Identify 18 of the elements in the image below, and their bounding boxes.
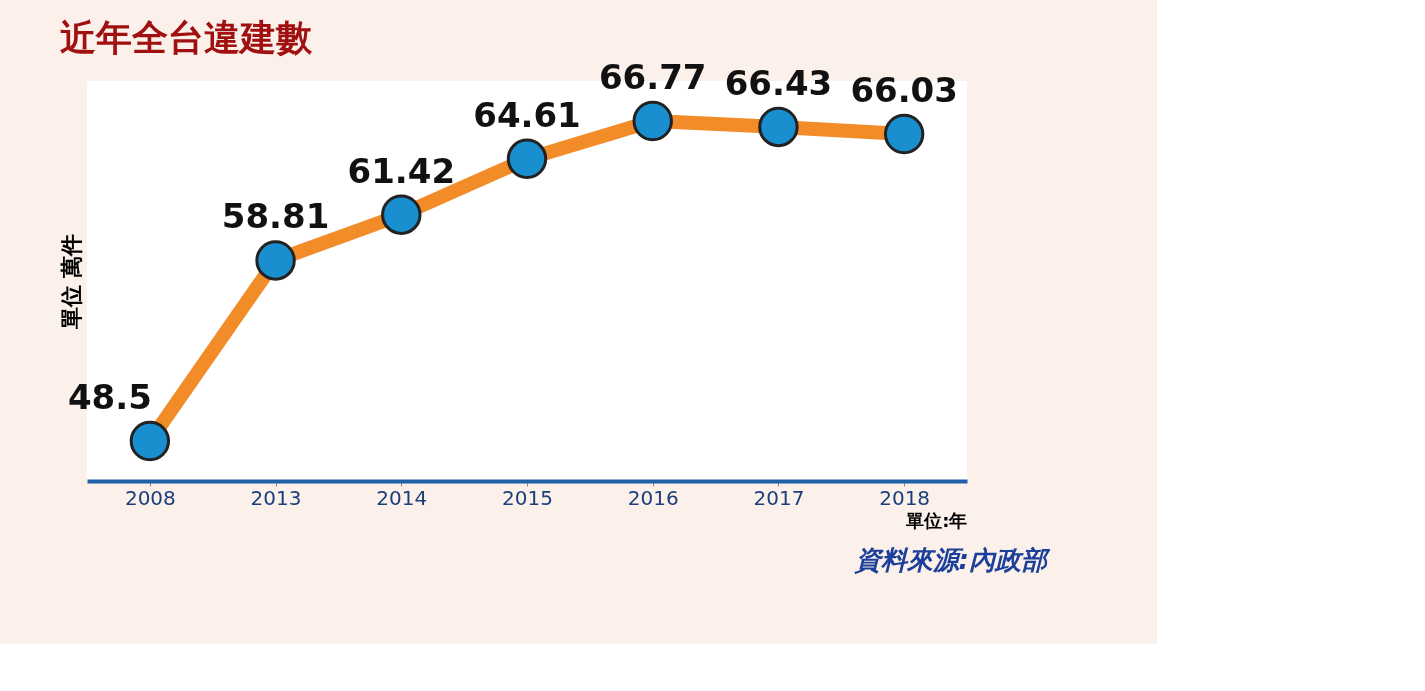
data-label: 58.81 [221,196,330,237]
x-tick-label: 2018 [879,485,931,510]
x-tick-label: 2014 [376,485,428,510]
source-note: 資料來源:內政部 [853,545,1051,575]
x-tick-label: 2017 [753,485,805,510]
data-label: 61.42 [347,150,456,191]
data-label: 48.5 [67,377,152,417]
x-tick-label: 2015 [502,485,553,510]
x-axis-title: 單位:年 [905,509,968,531]
chart-title: 近年全台違建數 [60,17,313,58]
data-label: 66.77 [598,57,707,97]
data-label: 64.61 [473,94,581,135]
x-tick-label: 2008 [124,485,176,510]
x-tick-label: 2013 [250,485,302,510]
y-axis-title: 單位 萬件 [58,233,84,331]
data-label: 66.03 [850,69,958,110]
x-tick-label: 2016 [627,485,679,510]
data-label: 66.43 [724,62,833,103]
